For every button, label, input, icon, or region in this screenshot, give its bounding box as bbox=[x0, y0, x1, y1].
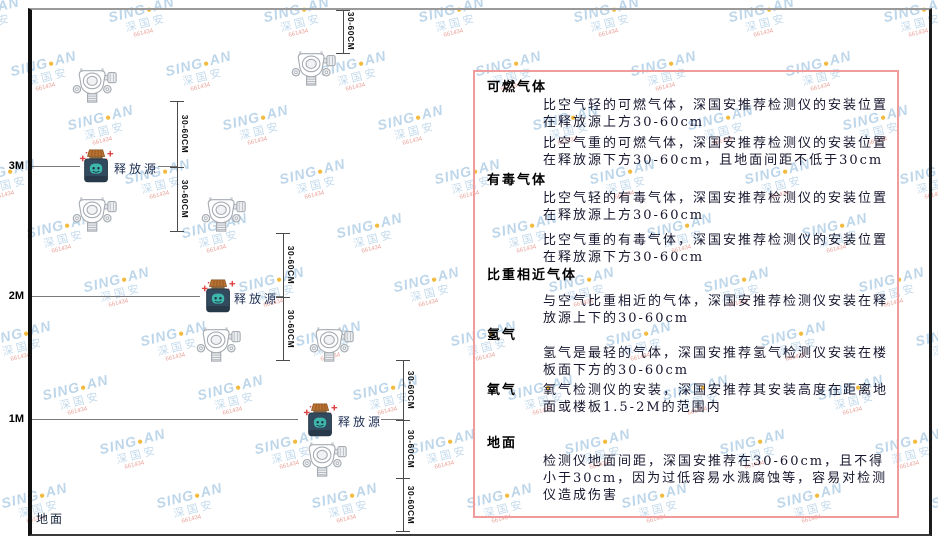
dimension-line bbox=[403, 360, 404, 531]
section-paragraph: 比空气轻的可燃气体，深国安推荐检测仪的安装位置在释放源上方30-60cm bbox=[543, 98, 889, 130]
detector-ceiling bbox=[289, 50, 337, 92]
dimension-tick bbox=[396, 478, 410, 479]
dimension-tick bbox=[170, 231, 184, 232]
dimension-tick bbox=[396, 531, 410, 532]
section-paragraph: 检测仪地面间距，深国安推荐在30-60cm，且不得小于30cm，因为过低容易水溅… bbox=[543, 454, 888, 503]
gas-detector-icon bbox=[72, 197, 117, 232]
leader-line-3m-dim bbox=[158, 166, 177, 167]
release-source-label: 释放源 bbox=[114, 162, 160, 176]
dimension-tick bbox=[276, 233, 290, 234]
section-heading-similar-density: 比重相近气体 bbox=[487, 268, 578, 283]
section-heading-hydrogen: 氢气 bbox=[487, 328, 518, 343]
height-label-3m: 3M bbox=[8, 160, 24, 172]
dimension-label: 30-60CM bbox=[406, 429, 416, 469]
info-panel: 可燃气体 比空气轻的可燃气体，深国安推荐检测仪的安装位置在释放源上方30-60c… bbox=[473, 70, 899, 518]
dimension-tick bbox=[170, 101, 184, 102]
release-source-label: 释放源 bbox=[338, 415, 384, 429]
release-source-2m bbox=[200, 278, 238, 321]
gas-detector-icon bbox=[291, 51, 336, 86]
leader-line-2m-dim bbox=[276, 296, 283, 297]
section-paragraph: 比空气重的可燃气体，深国安推荐检测仪的安装位置在释放源下方30-60cm，且地面… bbox=[543, 136, 889, 168]
dimension-tick bbox=[276, 360, 290, 361]
detector-above-2m bbox=[199, 196, 247, 238]
dimension-tick bbox=[396, 420, 410, 421]
section-paragraph: 比空气重的有毒气体，深国安推荐检测仪的安装位置在释放源下方30-60cm bbox=[543, 233, 889, 265]
height-label-1m: 1M bbox=[8, 413, 24, 425]
dimension-tick bbox=[170, 167, 184, 168]
dimension-tick bbox=[276, 297, 290, 298]
dimension-label: 30-60CM bbox=[286, 309, 296, 349]
section-paragraph: 氢气是最轻的气体，深国安推荐氢气检测仪安装在楼板面下方的30-60cm bbox=[543, 346, 889, 378]
section-heading-combustible: 可燃气体 bbox=[487, 80, 548, 95]
dimension-label: 30-60CM bbox=[406, 485, 416, 525]
section-heading-ground: 地面 bbox=[487, 436, 518, 451]
height-label-2m: 2M bbox=[8, 290, 24, 302]
detector-below-3m bbox=[70, 196, 118, 238]
section-paragraph: 与空气比重相近的气体，深国安推荐检测仪安装在释放源上下的30-60cm bbox=[543, 294, 889, 326]
release-source-icon bbox=[303, 403, 338, 437]
room-outline bbox=[28, 8, 932, 536]
section-paragraph: 氧气检测仪的安装，深国安推荐其安装高度在距离地面或楼板1.5-2M的范围内 bbox=[543, 383, 889, 415]
section-heading-oxygen: 氧气 bbox=[487, 383, 518, 398]
leader-line-1m-dim bbox=[381, 419, 403, 420]
leader-line-2m bbox=[32, 296, 200, 297]
dimension-line bbox=[343, 10, 344, 53]
dimension-label: 30-60CM bbox=[180, 114, 190, 154]
gas-detector-icon bbox=[72, 68, 117, 103]
ground-label: 地面 bbox=[36, 512, 65, 526]
dimension-label: 30-60CM bbox=[346, 11, 356, 51]
dimension-tick bbox=[396, 360, 410, 361]
dimension-tick bbox=[336, 53, 350, 54]
dimension-tick bbox=[336, 10, 350, 11]
dimension-label: 30-60CM bbox=[180, 179, 190, 219]
release-source-3m bbox=[78, 148, 116, 191]
gas-detector-icon bbox=[309, 327, 354, 362]
release-source-icon bbox=[79, 149, 114, 183]
dimension-line bbox=[177, 101, 178, 231]
release-source-1m bbox=[302, 402, 340, 445]
section-heading-toxic: 有毒气体 bbox=[487, 173, 548, 188]
gas-detector-icon bbox=[201, 197, 246, 232]
detector-below-1m bbox=[300, 441, 348, 483]
release-source-label: 释放源 bbox=[234, 292, 280, 306]
release-source-icon bbox=[201, 279, 236, 313]
dimension-label: 30-60CM bbox=[406, 370, 416, 410]
detector-below-2m bbox=[194, 326, 242, 368]
dimension-line bbox=[283, 233, 284, 360]
section-paragraph: 比空气轻的有毒气体，深国安推荐检测仪的安装位置在释放源上方30-60cm bbox=[543, 191, 889, 223]
detector-above-3m bbox=[70, 67, 118, 109]
leader-line-3m bbox=[32, 166, 80, 167]
gas-detector-icon bbox=[302, 442, 347, 477]
dimension-label: 30-60CM bbox=[286, 245, 296, 285]
gas-detector-icon bbox=[196, 327, 241, 362]
leader-line-1m bbox=[32, 419, 298, 420]
detector-above-1m bbox=[307, 326, 355, 368]
